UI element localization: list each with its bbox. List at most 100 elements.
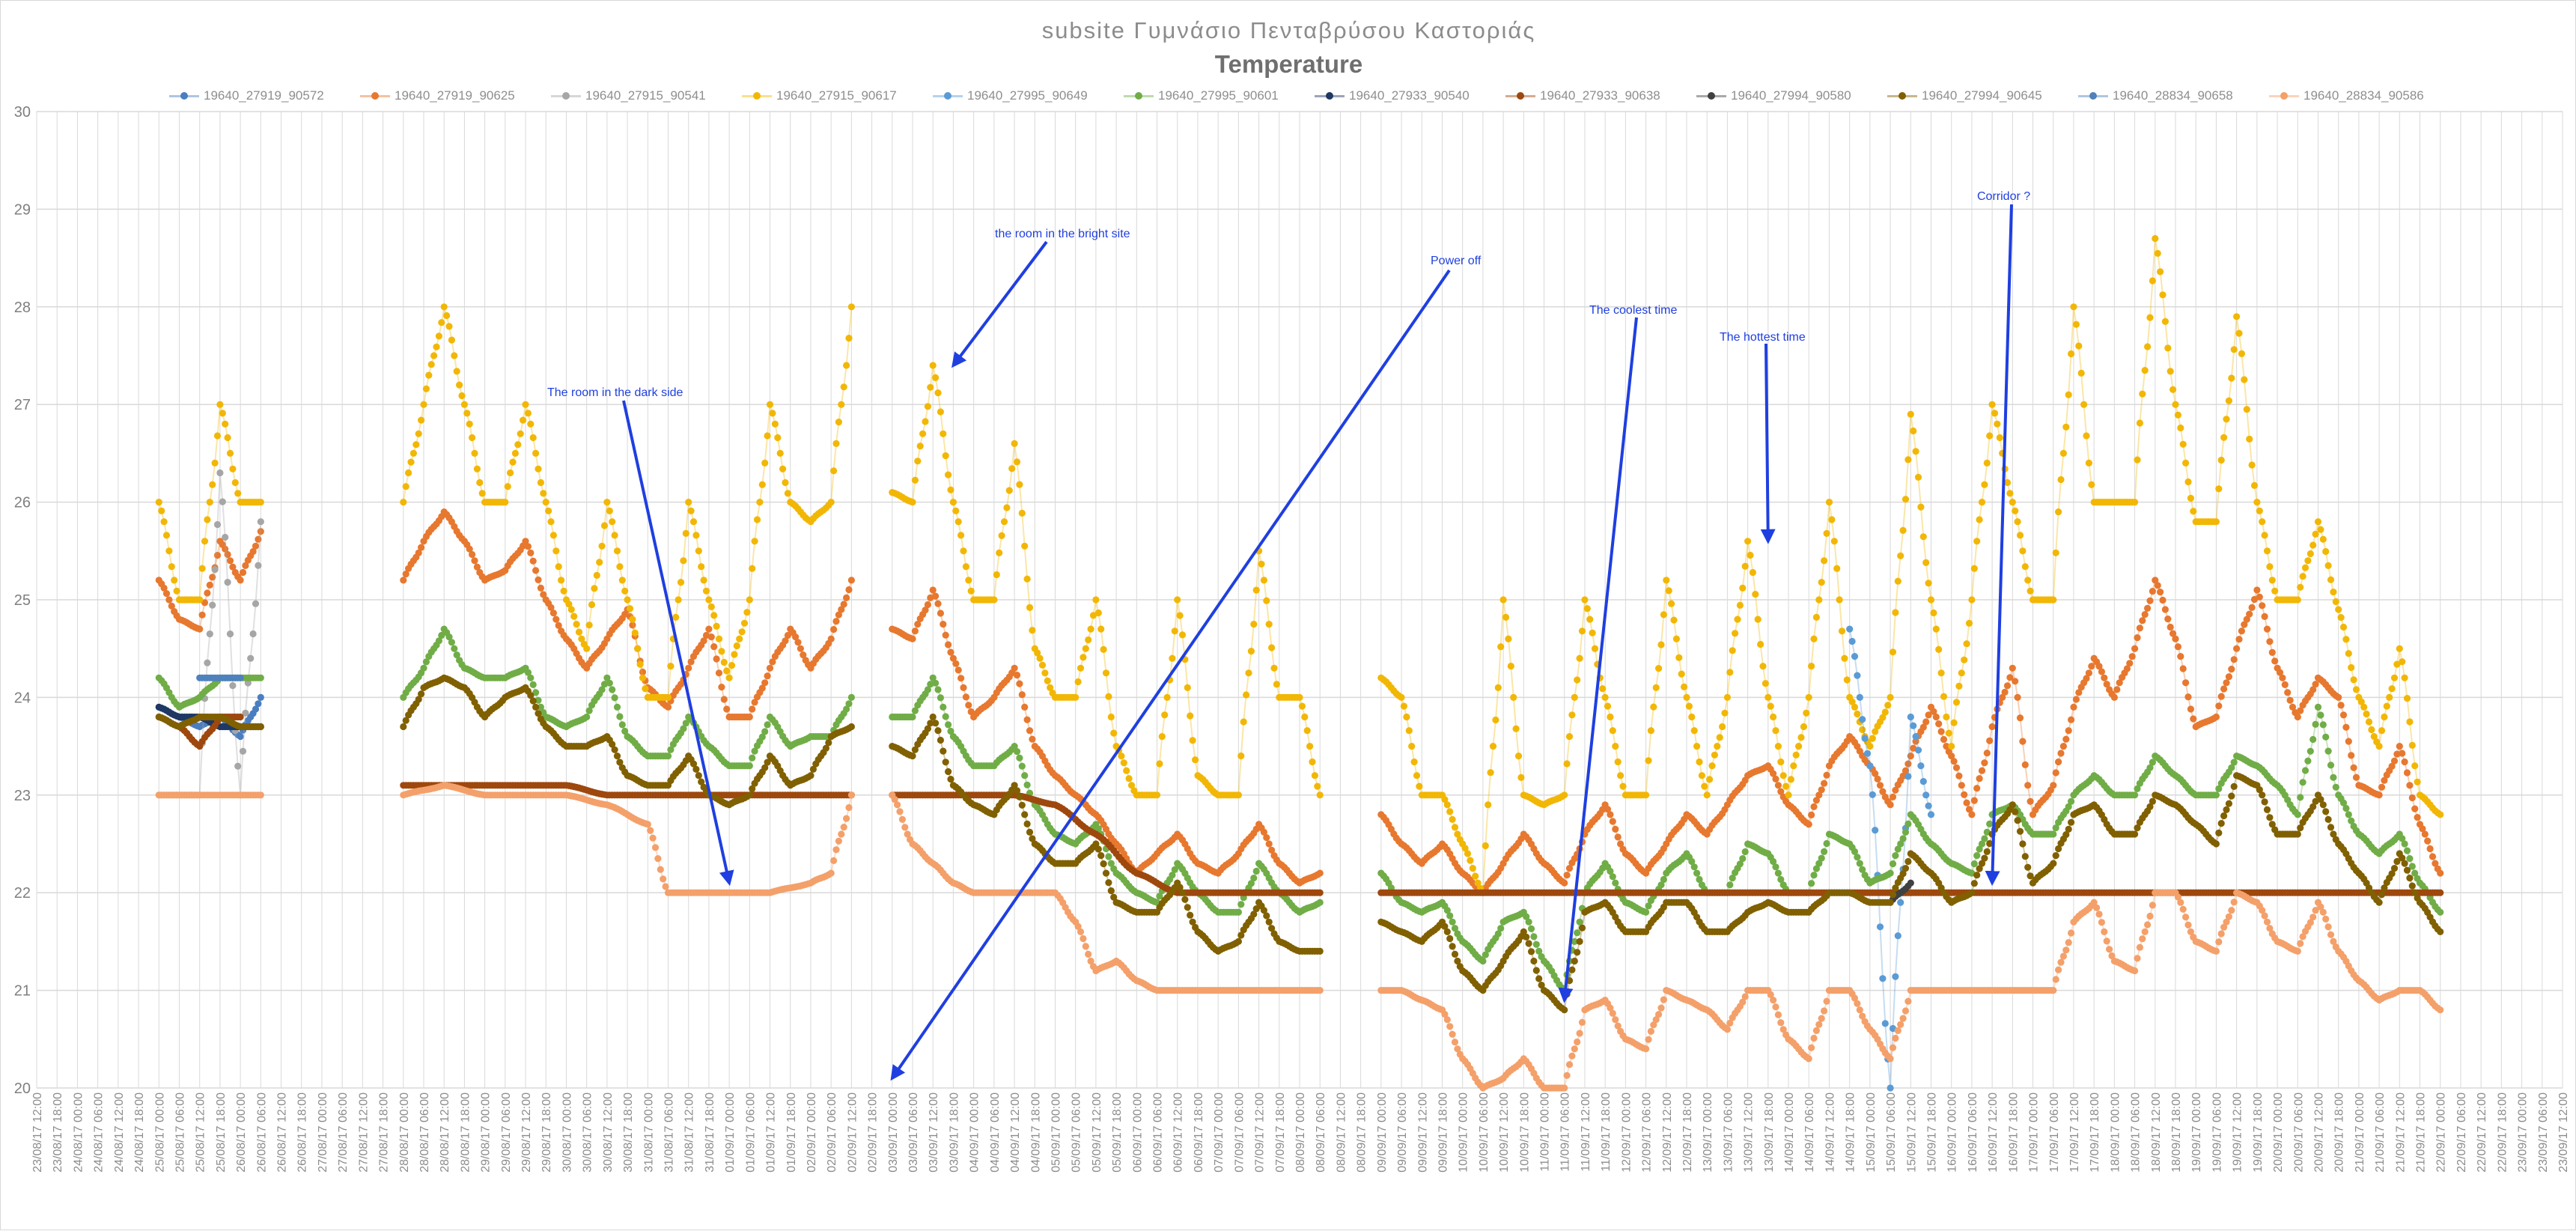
data-point [1704,791,1711,798]
data-point [764,721,771,728]
data-point [1806,694,1812,701]
data-point [2131,499,2138,505]
data-point [171,577,177,583]
x-tick-label: 08/09/17 00:00 [1294,1092,1307,1173]
data-point [1579,925,1586,931]
data-point [1907,880,1914,887]
data-point [2184,693,2191,700]
data-point [779,466,786,472]
data-point [1913,733,1919,740]
data-point [2253,499,2260,505]
data-point [1001,518,1008,525]
data-point [258,791,264,798]
series-19640_28834_90658 [196,675,244,681]
data-point [2101,675,2107,681]
data-point [1887,1084,1894,1091]
x-tick-label: 07/09/17 00:00 [1213,1092,1225,1173]
data-point [2015,817,2021,824]
data-point [1989,723,1996,730]
data-point [1037,655,1044,662]
data-point [2351,676,2357,683]
data-point [2238,350,2245,357]
data-point [1928,596,1934,603]
data-point [609,518,615,525]
data-point [1192,756,1199,763]
data-point [1235,791,1242,798]
data-point [1024,782,1031,788]
data-point [680,557,686,564]
data-point [2340,711,2347,718]
data-point [1080,935,1086,942]
data-point [454,368,460,374]
data-point [1683,694,1690,701]
data-point [156,499,162,505]
y-tick-label: 30 [14,104,31,121]
data-point [1797,734,1804,741]
data-point [2264,806,2271,813]
data-point [212,460,219,466]
data-point [258,675,264,681]
x-tick-label: 10/09/17 00:00 [1458,1092,1470,1173]
data-point [1806,821,1812,827]
data-point [1897,553,1904,559]
x-tick-label: 24/08/17 18:00 [133,1092,146,1173]
data-point [932,680,939,687]
data-point [420,665,427,672]
data-point [2437,890,2443,896]
data-point [1513,726,1520,732]
data-point [2086,669,2092,676]
data-point [721,696,728,702]
data-point [420,401,427,408]
data-point [1566,733,1573,740]
data-point [990,596,997,603]
data-point [629,616,636,623]
data-point [1449,919,1456,925]
data-point [2149,277,2156,284]
data-point [726,675,733,681]
data-point [1619,783,1626,790]
data-point [825,739,832,746]
data-point [2317,526,2324,533]
data-point [1948,743,1955,750]
data-point [1024,717,1031,723]
data-point [1250,875,1257,881]
x-tick-label: 18/09/17 12:00 [2150,1092,2163,1173]
data-point [1304,727,1311,734]
data-point [1971,880,1978,887]
data-point [1890,794,1896,800]
data-point [1897,899,1904,906]
data-point [2399,750,2405,756]
data-point [2068,819,2074,826]
data-point [1935,720,1942,727]
data-point [594,572,600,579]
data-point [993,571,1000,578]
data-point [1237,753,1244,759]
data-point [1444,801,1451,808]
data-point [1711,752,1718,759]
data-point [1653,684,1660,691]
data-point [943,452,949,459]
x-tick-label: 24/08/17 06:00 [93,1092,106,1173]
data-point [1273,681,1280,687]
data-point [1610,818,1616,824]
data-point [2437,928,2443,935]
data-point [1895,932,1901,939]
data-point [619,721,626,728]
data-point [639,675,646,681]
data-point [237,714,244,720]
data-point [901,824,908,830]
data-point [1981,759,1988,766]
data-point [634,645,641,652]
data-point [258,518,264,525]
data-point [2246,611,2253,618]
data-point [2017,714,2024,721]
x-tick-label: 21/09/17 06:00 [2374,1092,2387,1173]
data-point [2184,478,2191,485]
data-point [1105,879,1112,886]
data-point [2376,899,2383,906]
data-point [2330,589,2336,595]
data-point [848,303,855,310]
data-point [1795,743,1802,750]
data-point [1971,797,1978,804]
data-point [1793,752,1800,759]
